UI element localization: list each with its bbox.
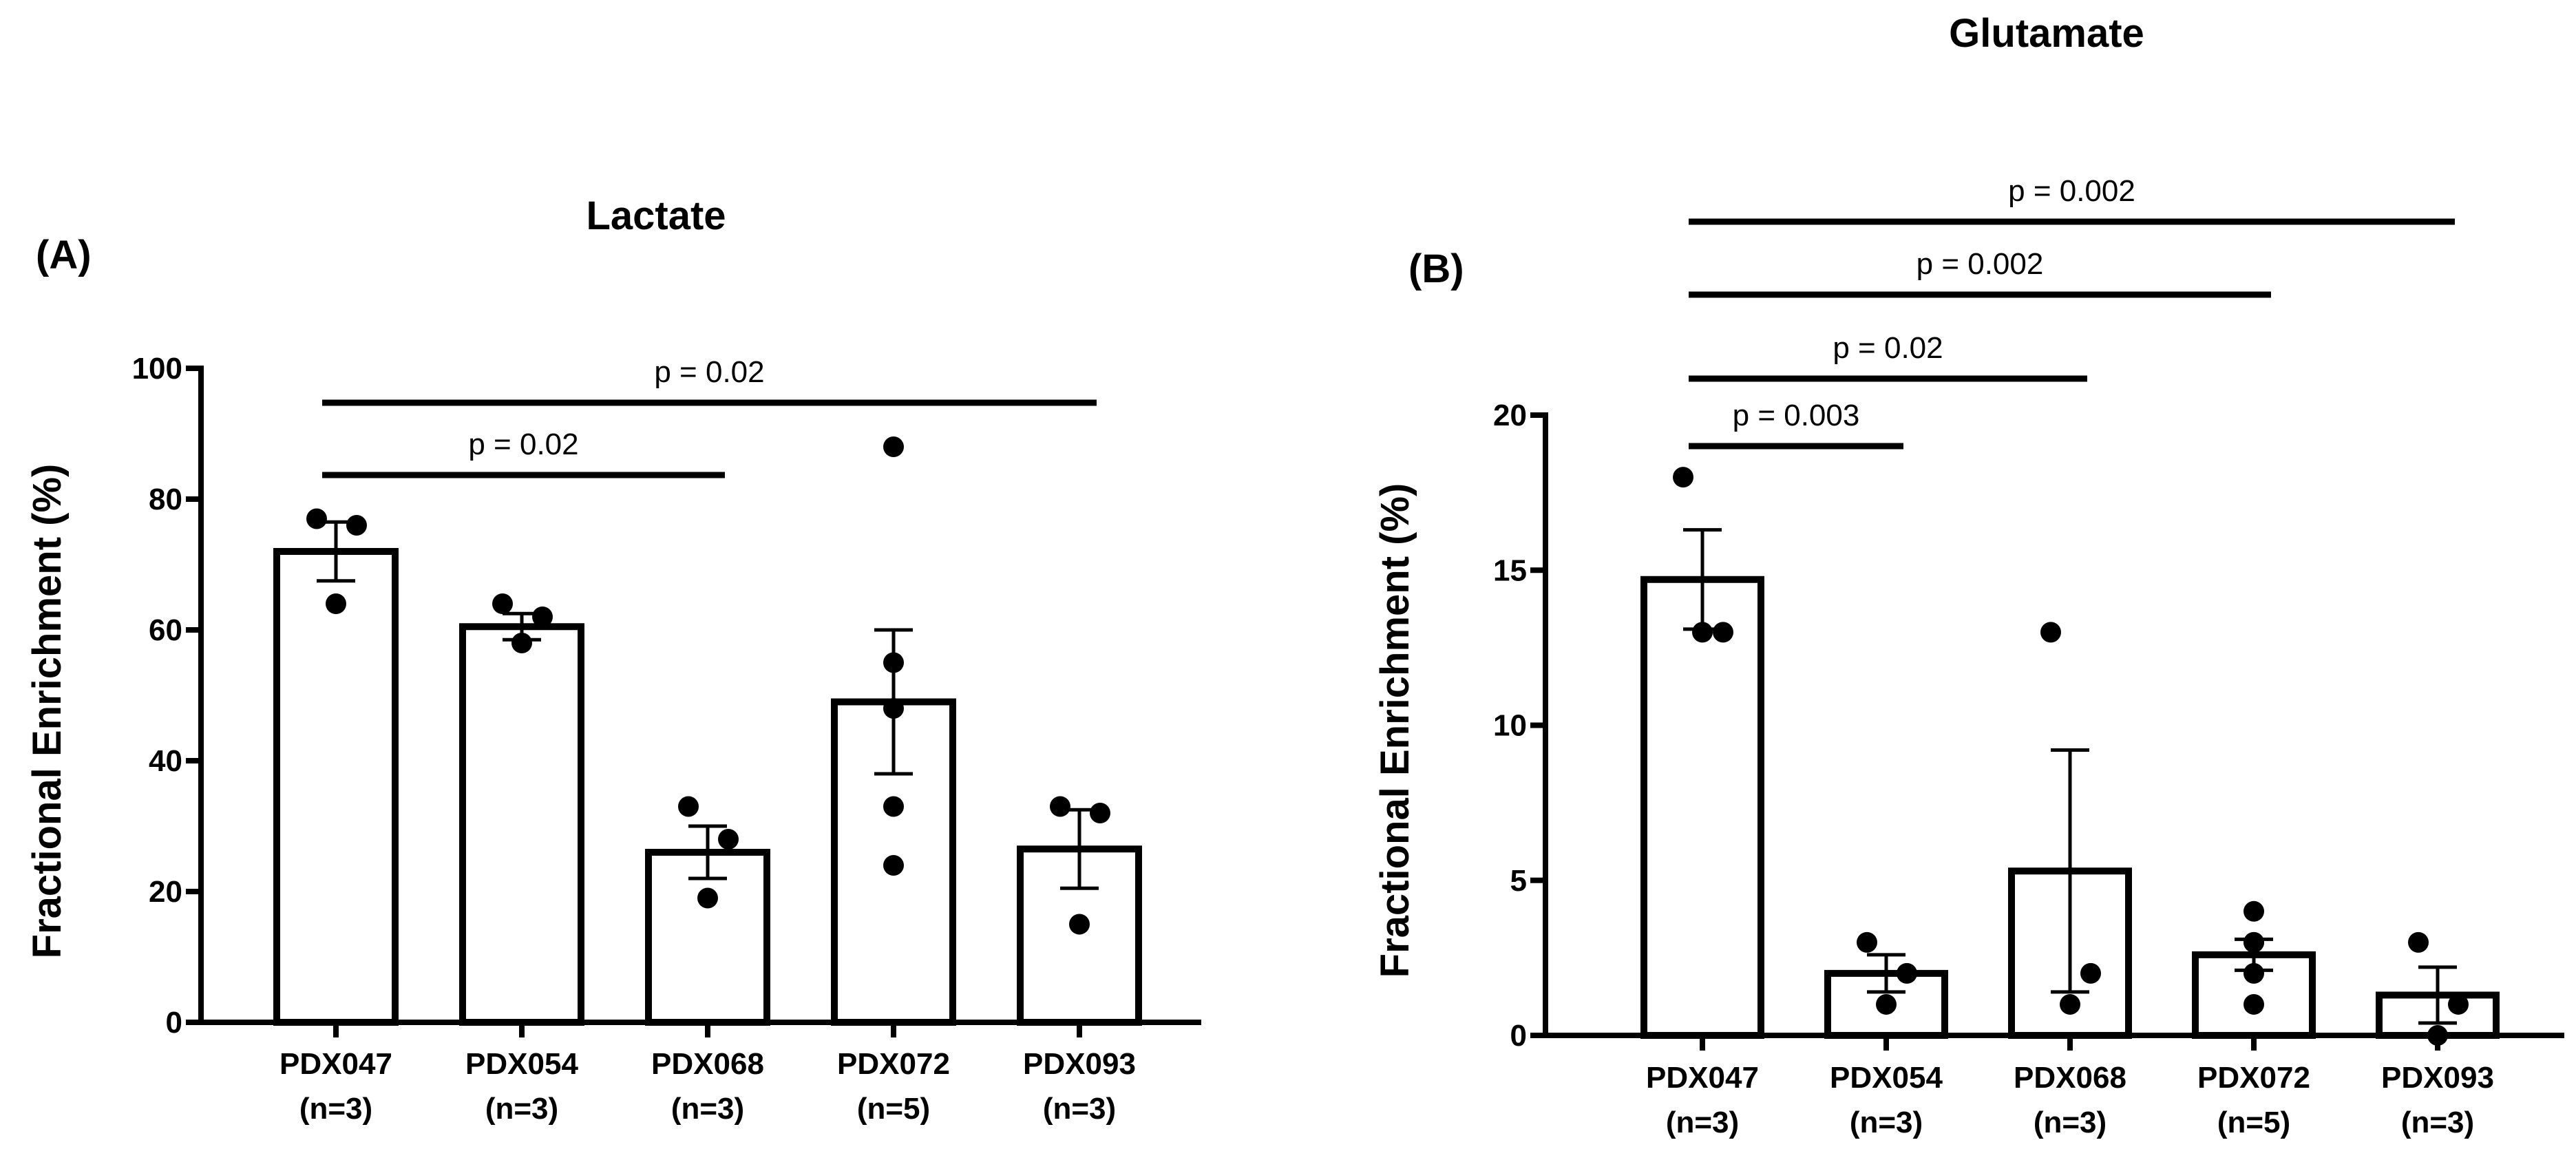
panel-a-data-point <box>511 633 532 653</box>
panel-a-data-point <box>492 593 513 614</box>
panel-b-p-value: p = 0.002 <box>1917 247 2044 281</box>
panel-b-category-n: (n=3) <box>1850 1106 1923 1139</box>
panel-b-y-axis-label: Fractional Enrichment (%) <box>1373 483 1417 978</box>
panel-b-label: (B) <box>1408 246 1464 291</box>
panel-a-points <box>306 436 1110 935</box>
panel-b-category-label: PDX068 <box>2014 1061 2126 1095</box>
panel-a-y-tick-label: 40 <box>149 744 182 778</box>
panel-a-label: (A) <box>36 233 92 277</box>
panel-a-category-label: PDX068 <box>651 1047 764 1081</box>
panel-a-data-point <box>326 593 346 614</box>
panel-b-p-value: p = 0.02 <box>1833 331 1943 365</box>
panel-b-data-point <box>2448 993 2469 1015</box>
panel-a-significance: p = 0.02 p = 0.02 <box>322 355 1097 478</box>
panel-b-bar-pdx047 <box>1640 576 1764 1039</box>
panel-b-data-point <box>2040 622 2061 643</box>
panel-a-data-point <box>883 652 904 673</box>
panel-a-category-label: PDX072 <box>837 1047 950 1081</box>
panel-b-data-point <box>2244 993 2264 1015</box>
panel-b-data-point <box>1673 467 1693 488</box>
panel-a-category-n: (n=5) <box>857 1092 930 1126</box>
panel-b-points <box>1673 467 2469 1046</box>
panel-b-title: Glutamate <box>1949 11 2144 56</box>
panel-b-y-ticks: 0 5 10 15 20 <box>1493 399 1545 1053</box>
panel-a-p-value: p = 0.02 <box>468 428 578 461</box>
panel-a-data-point <box>697 887 718 909</box>
panel-b-categories: PDX047 (n=3) PDX054 (n=3) PDX068 (n=3) PDX072 (… <box>1646 1061 2494 1139</box>
panel-b-category-label: PDX047 <box>1646 1061 1759 1095</box>
panel-b-p-value: p = 0.003 <box>1733 399 1860 432</box>
panel-a-data-point <box>532 607 553 627</box>
panel-a-y-tick-label: 0 <box>166 1006 182 1040</box>
panel-a-bar-pdx054 <box>459 623 584 1026</box>
panel-b-error-bars <box>1683 528 2457 1025</box>
panel-a-y-axis-label: Fractional Enrichment (%) <box>25 464 70 959</box>
panel-a-data-point <box>1069 914 1090 935</box>
panel-b-category-n: (n=3) <box>2034 1106 2107 1139</box>
panel-a-data-point <box>678 796 699 817</box>
panel-a-axes <box>198 366 1201 1037</box>
panel-a-data-point <box>1050 796 1070 817</box>
panel-b-data-point <box>1876 993 1897 1015</box>
panel-b-glutamate: (B) Glutamate Fractional Enrichment (%) … <box>1373 11 2564 1139</box>
panel-a-category-label: PDX047 <box>279 1047 392 1081</box>
panel-b-category-n: (n=5) <box>2217 1106 2290 1139</box>
panel-a-error-bars <box>317 520 1099 890</box>
panel-a-y-tick-label: 60 <box>149 613 182 647</box>
panel-b-data-point <box>2408 931 2429 953</box>
panel-a-data-point <box>883 436 904 457</box>
panel-a-lactate: (A) Lactate Fractional Enrichment (%) 0 2… <box>25 193 1201 1126</box>
panel-b-data-point <box>1713 622 1733 643</box>
panel-a-title: Lactate <box>586 193 726 238</box>
panel-a-category-n: (n=3) <box>299 1092 372 1126</box>
panel-a-bar-pdx047 <box>273 548 399 1026</box>
panel-b-data-point <box>2244 962 2264 984</box>
panel-a-category-n: (n=3) <box>485 1092 558 1126</box>
panel-a-y-ticks: 0 20 40 60 80 100 <box>132 352 201 1040</box>
panel-a-category-n: (n=3) <box>671 1092 744 1126</box>
panel-b-data-point <box>1857 931 1877 953</box>
panel-b-y-tick-label: 0 <box>1510 1019 1527 1053</box>
panel-b-significance: p = 0.003 p = 0.02 p = 0.002 p = 0.002 <box>1689 174 2455 450</box>
panel-a-bars <box>273 548 1142 1026</box>
panel-b-p-value: p = 0.002 <box>2008 174 2135 208</box>
panel-a-data-point <box>883 855 904 876</box>
panel-b-y-tick-label: 5 <box>1510 864 1527 898</box>
panel-a-y-tick-label: 100 <box>132 352 182 386</box>
panel-b-data-point <box>2060 993 2080 1015</box>
panel-a-data-point <box>883 796 904 817</box>
panel-a-categories: PDX047 (n=3) PDX054 (n=3) PDX068 (n=3) PDX072 (… <box>279 1047 1136 1126</box>
panel-b-y-tick-label: 20 <box>1493 399 1527 432</box>
panel-b-y-tick-label: 15 <box>1493 554 1527 587</box>
panel-b-category-n: (n=3) <box>1666 1106 1739 1139</box>
panel-a-p-value: p = 0.02 <box>654 355 764 389</box>
panel-b-category-label: PDX072 <box>2197 1061 2310 1095</box>
panel-a-category-label: PDX093 <box>1023 1047 1136 1081</box>
panel-a-data-point <box>306 508 327 529</box>
panel-a-data-point <box>1090 803 1110 823</box>
panel-a-data-point <box>346 515 367 536</box>
panel-b-data-point <box>2080 962 2101 984</box>
panel-a-data-point <box>883 698 904 719</box>
panel-b-data-point <box>2244 931 2264 953</box>
panel-a-category-label: PDX054 <box>465 1047 578 1081</box>
panel-a-data-point <box>718 829 739 850</box>
panel-a-y-tick-label: 80 <box>149 483 182 516</box>
panel-b-category-label: PDX093 <box>2381 1061 2494 1095</box>
panel-a-y-tick-label: 20 <box>149 875 182 909</box>
panel-a-category-n: (n=3) <box>1043 1092 1116 1126</box>
panel-b-data-point <box>1692 622 1713 643</box>
panel-b-category-n: (n=3) <box>2401 1106 2474 1139</box>
panel-b-category-label: PDX054 <box>1830 1061 1943 1095</box>
panel-b-data-point <box>2244 900 2264 922</box>
panel-b-data-point <box>1897 962 1917 984</box>
panel-b-axes <box>1543 412 2564 1051</box>
panel-b-y-tick-label: 10 <box>1493 709 1527 743</box>
